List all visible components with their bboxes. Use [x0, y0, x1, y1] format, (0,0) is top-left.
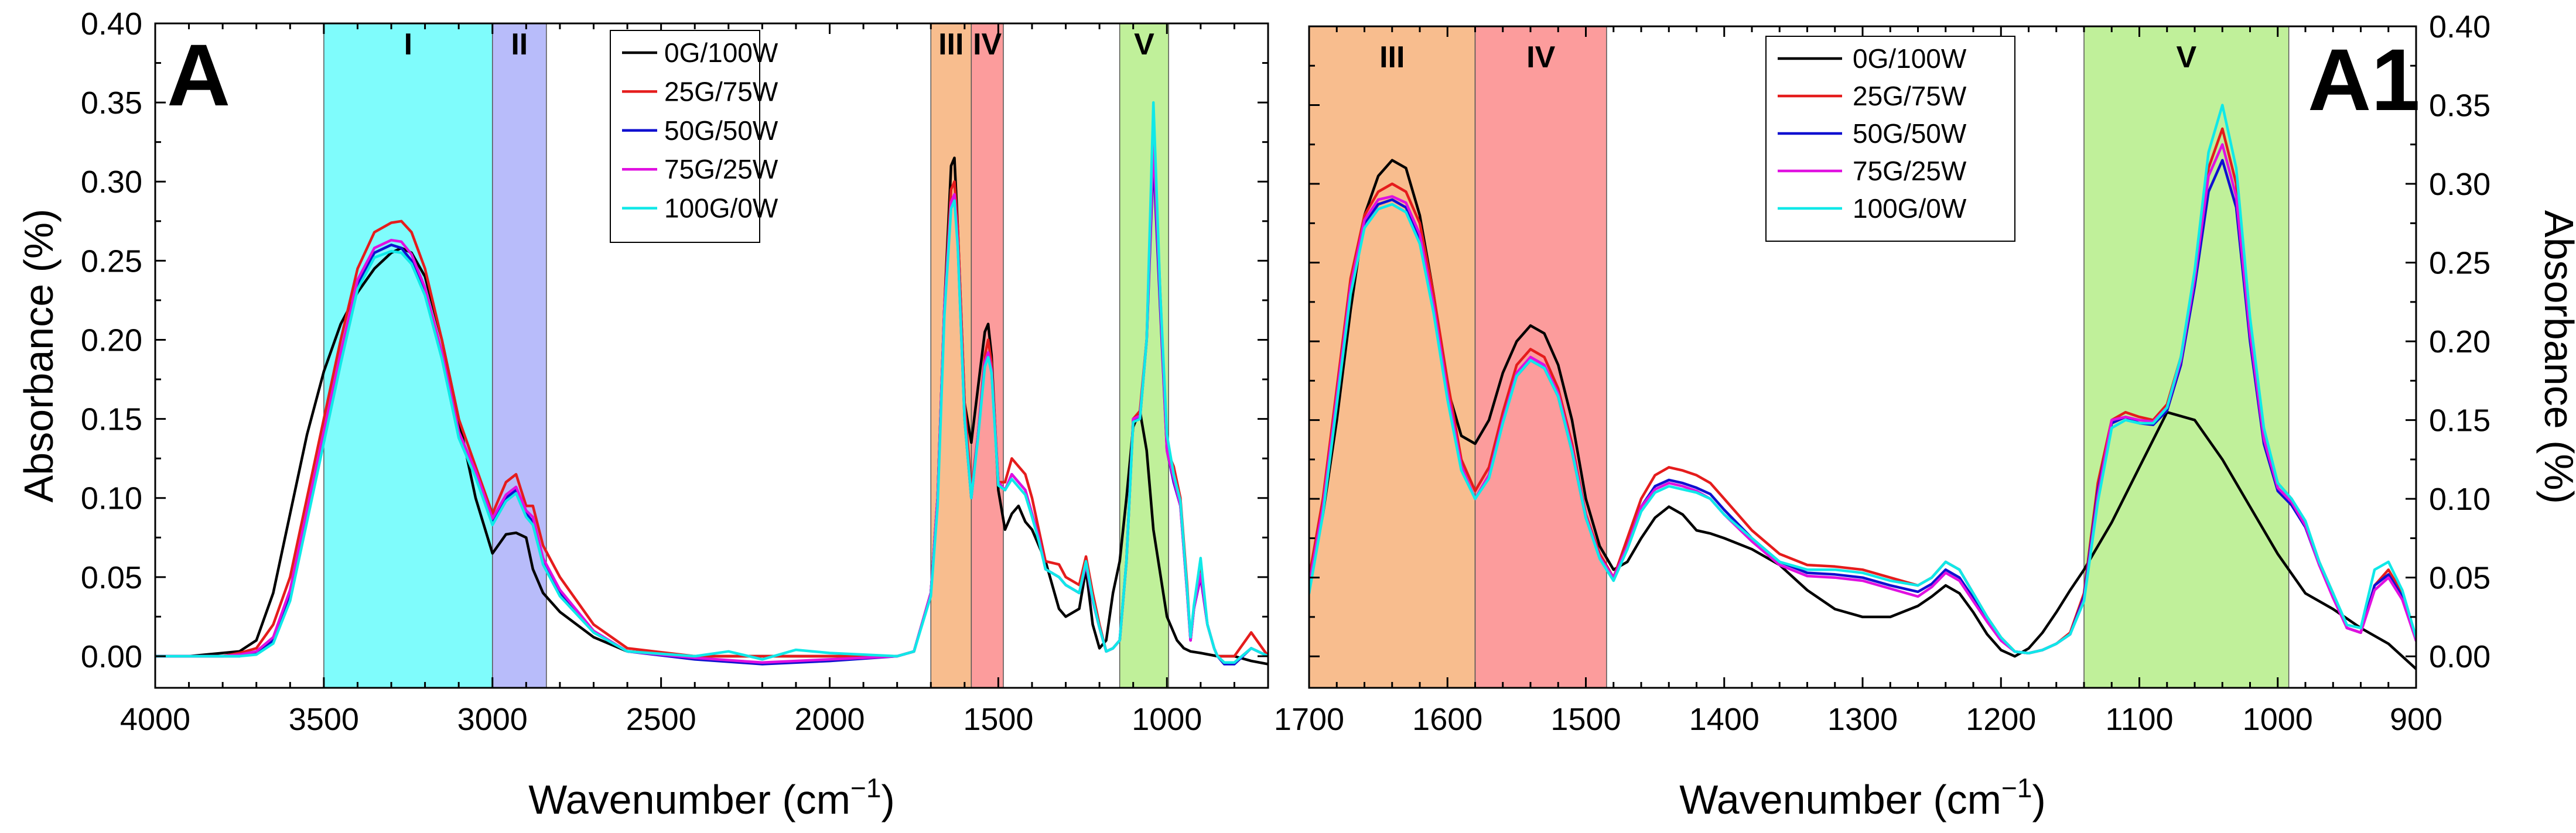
y-tick-label-a: 0.15 — [81, 402, 142, 437]
legend-a1: 0G/100W 25G/75W 50G/50W 75G/25W 100G/0W — [1765, 36, 2015, 242]
x-tick-label-a: 2500 — [626, 702, 696, 737]
y-tick-label-a: 0.40 — [81, 6, 142, 42]
y-tick-label-a: 0.00 — [81, 639, 142, 674]
x-tick-label-a1: 900 — [2390, 702, 2442, 737]
region-i-label: I — [404, 28, 412, 61]
legend-label-100g-0w: 100G/0W — [1853, 193, 1967, 224]
legend-label-0g-100w: 0G/100W — [664, 37, 778, 68]
y-axis-title-a: Absorbance (%) — [16, 209, 62, 503]
region-iv-label: IV — [1526, 40, 1555, 74]
region-iii-band — [1309, 26, 1476, 688]
y-tick-label-a: 0.35 — [81, 85, 142, 121]
y-tick-label-a1: 0.35 — [2429, 88, 2490, 124]
y-tick-label-a: 0.10 — [81, 481, 142, 516]
x-tick-label-a: 1500 — [963, 702, 1033, 737]
x-tick-label-a: 3000 — [457, 702, 528, 737]
x-tick-label-a1: 1400 — [1689, 702, 1760, 737]
region-iii-label: III — [938, 28, 964, 61]
x-axis-title-a: Wavenumber (cm−1) — [528, 773, 895, 822]
legend-label-0g-100w: 0G/100W — [1853, 43, 1967, 74]
x-axis-title-sup: −1 — [850, 773, 881, 803]
region-iv-band — [1474, 26, 1607, 688]
series-group-a — [155, 101, 1268, 666]
region-ii-band — [492, 23, 547, 688]
legend-label-25g-75w: 25G/75W — [664, 76, 778, 107]
region-iv-label: IV — [973, 28, 1002, 61]
legend-a: 0G/100W 25G/75W 50G/50W 75G/25W 100G/0W — [610, 30, 778, 243]
x-tick-label-a1: 1000 — [2243, 702, 2313, 737]
y-tick-label-a1: 0.05 — [2429, 561, 2490, 596]
y-tick-label-a1: 0.15 — [2429, 403, 2490, 438]
legend-label-75g-25w: 75G/25W — [664, 154, 778, 184]
legend-label-50g-50w: 50G/50W — [1853, 118, 1967, 149]
legend-box — [1765, 36, 2015, 242]
x-tick-label-a: 2000 — [794, 702, 865, 737]
y-tick-label-a: 0.30 — [81, 164, 142, 200]
series-group-a1 — [1309, 104, 2416, 670]
x-tick-label-a1: 1500 — [1550, 702, 1621, 737]
region-v-label: V — [2176, 40, 2196, 74]
x-tick-label-a: 4000 — [120, 702, 190, 737]
x-axis-title-sup: −1 — [2001, 773, 2032, 803]
panel-letter-a1: A1 — [2308, 30, 2420, 129]
series-line-100g-0w — [155, 101, 1268, 664]
region-v-label: V — [1134, 28, 1154, 61]
panel-a1: III IV V 1700 1600 1500 1400 1300 1200 1100 1000 90… — [1274, 9, 2576, 822]
y-tick-label-a1: 0.10 — [2429, 482, 2490, 517]
legend-box — [610, 30, 760, 243]
legend-label-50g-50w: 50G/50W — [664, 115, 778, 146]
x-tick-label-a: 3500 — [289, 702, 359, 737]
plot-frame-a — [154, 22, 1269, 689]
region-ii-label: II — [511, 28, 528, 61]
x-axis-title-main: Wavenumber (cm — [528, 777, 850, 822]
region-i-band — [323, 23, 493, 688]
y-tick-label-a1: 0.00 — [2429, 639, 2490, 674]
y-tick-label-a1: 0.25 — [2429, 246, 2490, 281]
y-tick-label-a: 0.05 — [81, 560, 142, 595]
region-v-band — [2083, 26, 2290, 688]
x-axis-title-close: ) — [881, 777, 894, 822]
legend-label-25g-75w: 25G/75W — [1853, 81, 1967, 111]
y-tick-label-a: 0.25 — [81, 244, 142, 279]
x-axis-title-close: ) — [2032, 777, 2045, 822]
region-iii-band — [930, 23, 972, 688]
x-axis-title-a1: Wavenumber (cm−1) — [1679, 773, 2046, 822]
y-tick-label-a: 0.20 — [81, 323, 142, 358]
x-tick-label-a1: 1700 — [1274, 702, 1344, 737]
series-line-100g-0w — [1309, 104, 2416, 655]
x-tick-label-a1: 1600 — [1412, 702, 1482, 737]
y-tick-label-a1: 0.30 — [2429, 167, 2490, 202]
legend-label-100g-0w: 100G/0W — [664, 193, 778, 224]
y-tick-label-a1: 0.20 — [2429, 324, 2490, 359]
x-tick-label-a1: 1300 — [1827, 702, 1898, 737]
panel-letter-a: A — [167, 26, 230, 124]
x-axis-title-main: Wavenumber (cm — [1679, 777, 2001, 822]
y-axis-title-a1: Absorbance (%) — [2536, 210, 2576, 504]
region-iii-label: III — [1379, 40, 1405, 74]
legend-label-75g-25w: 75G/25W — [1853, 156, 1967, 186]
x-tick-label-a1: 1100 — [2105, 702, 2173, 737]
y-tick-label-a1: 0.40 — [2429, 9, 2490, 44]
x-tick-label-a1: 1200 — [1966, 702, 2036, 737]
x-tick-label-a: 1000 — [1132, 702, 1202, 737]
